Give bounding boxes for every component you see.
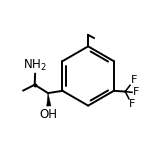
Text: NH$_2$: NH$_2$ xyxy=(23,58,47,73)
Text: F: F xyxy=(131,75,137,85)
Text: F: F xyxy=(133,87,139,97)
Text: OH: OH xyxy=(40,108,58,121)
Text: F: F xyxy=(129,99,136,109)
Polygon shape xyxy=(47,93,51,106)
